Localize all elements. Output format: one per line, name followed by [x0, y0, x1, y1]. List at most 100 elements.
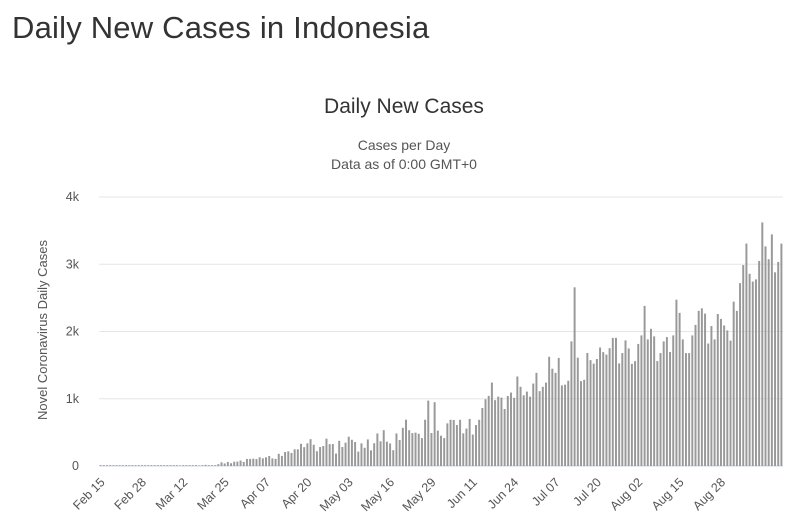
- bar[interactable]: [350, 439, 353, 466]
- bar[interactable]: [373, 443, 376, 466]
- bar[interactable]: [490, 382, 493, 466]
- bar[interactable]: [389, 443, 392, 466]
- bar[interactable]: [185, 465, 188, 466]
- bar[interactable]: [513, 397, 516, 466]
- bar[interactable]: [723, 325, 726, 466]
- bar[interactable]: [401, 427, 404, 466]
- bar[interactable]: [662, 341, 665, 466]
- bar[interactable]: [105, 465, 108, 466]
- bar[interactable]: [691, 335, 694, 466]
- bar[interactable]: [331, 444, 334, 466]
- bar[interactable]: [195, 465, 198, 466]
- bar[interactable]: [602, 352, 605, 466]
- bar[interactable]: [398, 439, 401, 466]
- bar[interactable]: [455, 425, 458, 466]
- bar[interactable]: [233, 461, 236, 466]
- bar[interactable]: [497, 396, 500, 466]
- bar[interactable]: [510, 392, 512, 466]
- bar[interactable]: [214, 465, 217, 466]
- bar[interactable]: [354, 441, 357, 466]
- bar[interactable]: [335, 453, 337, 466]
- bar[interactable]: [433, 402, 436, 466]
- bar[interactable]: [777, 261, 780, 466]
- bar[interactable]: [649, 328, 652, 466]
- bar[interactable]: [586, 352, 589, 466]
- bar[interactable]: [529, 396, 532, 466]
- bar[interactable]: [417, 433, 420, 466]
- bar[interactable]: [242, 461, 245, 466]
- bar[interactable]: [440, 435, 442, 466]
- bar[interactable]: [175, 465, 178, 466]
- bar[interactable]: [341, 446, 344, 466]
- bar[interactable]: [605, 354, 608, 466]
- bar[interactable]: [363, 447, 366, 466]
- bar[interactable]: [653, 336, 656, 466]
- bar[interactable]: [436, 430, 439, 466]
- bar[interactable]: [678, 312, 681, 466]
- bar[interactable]: [109, 465, 112, 466]
- bar[interactable]: [376, 433, 379, 466]
- bar[interactable]: [557, 357, 560, 466]
- bar[interactable]: [201, 465, 204, 466]
- bar[interactable]: [716, 314, 719, 466]
- bar[interactable]: [137, 465, 140, 466]
- bar[interactable]: [710, 326, 713, 466]
- bar[interactable]: [452, 420, 455, 466]
- bar[interactable]: [567, 380, 570, 466]
- bar[interactable]: [681, 339, 684, 466]
- bar[interactable]: [599, 347, 602, 466]
- bar[interactable]: [360, 443, 363, 466]
- bar[interactable]: [637, 343, 640, 466]
- bar[interactable]: [128, 465, 131, 466]
- bar[interactable]: [347, 436, 350, 466]
- bar[interactable]: [265, 457, 268, 466]
- bar[interactable]: [758, 260, 761, 466]
- bar[interactable]: [115, 465, 118, 466]
- bar[interactable]: [322, 446, 325, 466]
- bar[interactable]: [102, 465, 105, 466]
- bar[interactable]: [169, 465, 172, 466]
- bar[interactable]: [545, 382, 547, 466]
- bar[interactable]: [500, 397, 503, 466]
- bar[interactable]: [328, 444, 331, 466]
- bar[interactable]: [624, 340, 627, 466]
- bar[interactable]: [411, 433, 414, 466]
- bar[interactable]: [160, 465, 163, 466]
- bar[interactable]: [475, 425, 477, 466]
- bar[interactable]: [405, 419, 407, 466]
- bar[interactable]: [754, 279, 757, 466]
- bar[interactable]: [239, 460, 242, 466]
- bar[interactable]: [621, 353, 624, 466]
- bar[interactable]: [140, 465, 143, 466]
- bar[interactable]: [284, 452, 287, 466]
- bar[interactable]: [583, 379, 586, 466]
- bar[interactable]: [118, 465, 121, 466]
- bar[interactable]: [379, 441, 382, 466]
- bar[interactable]: [290, 452, 293, 466]
- bar[interactable]: [580, 381, 582, 466]
- bar[interactable]: [427, 400, 430, 466]
- bar[interactable]: [554, 372, 557, 466]
- bar[interactable]: [382, 430, 385, 466]
- bar[interactable]: [707, 343, 710, 466]
- bar[interactable]: [420, 438, 423, 466]
- bar[interactable]: [535, 372, 538, 466]
- bar[interactable]: [163, 465, 166, 466]
- bar[interactable]: [296, 449, 299, 466]
- bar[interactable]: [767, 259, 770, 466]
- bar[interactable]: [274, 458, 277, 466]
- bar[interactable]: [468, 418, 471, 466]
- bar[interactable]: [688, 353, 691, 466]
- bar[interactable]: [220, 462, 223, 466]
- bar[interactable]: [277, 453, 280, 466]
- bar[interactable]: [614, 337, 617, 466]
- bar[interactable]: [742, 265, 745, 466]
- bar[interactable]: [484, 399, 487, 466]
- bar[interactable]: [147, 465, 150, 466]
- bar[interactable]: [245, 458, 248, 466]
- bar[interactable]: [656, 361, 659, 466]
- bar[interactable]: [357, 451, 360, 466]
- bar[interactable]: [188, 465, 191, 466]
- bar[interactable]: [519, 386, 522, 466]
- bar[interactable]: [525, 391, 528, 466]
